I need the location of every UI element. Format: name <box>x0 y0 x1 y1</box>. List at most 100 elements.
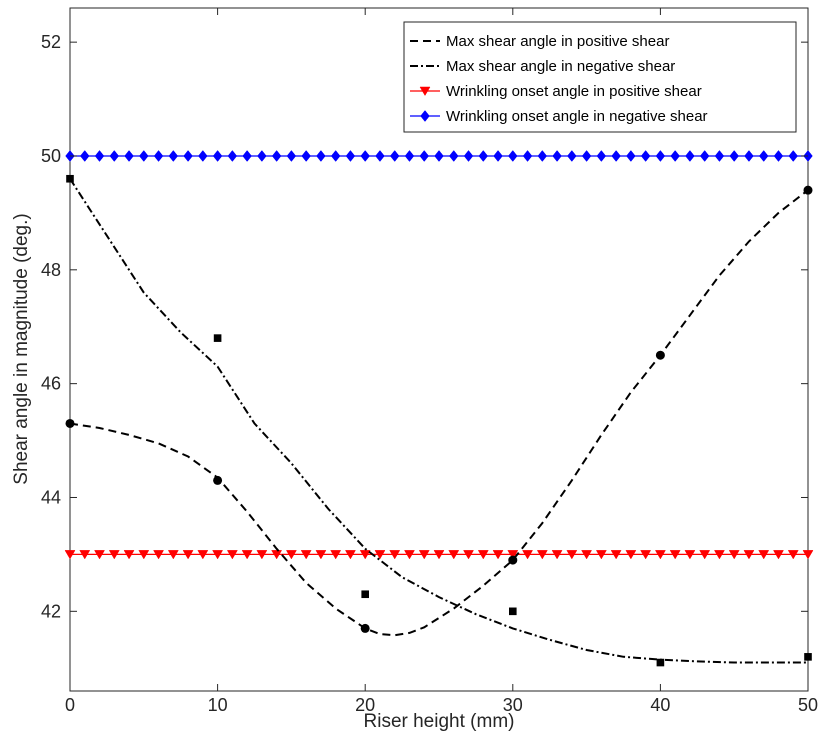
diamond-marker <box>301 150 311 162</box>
triangle-marker <box>699 550 711 560</box>
legend-box <box>403 21 797 133</box>
triangle-marker <box>773 550 784 560</box>
y-axis-title: Shear angle in magnitude (deg.) <box>11 213 32 484</box>
diamond-marker <box>537 150 548 162</box>
diamond-marker <box>139 150 149 162</box>
legend: Max shear angle in positive shear Max she… <box>403 21 797 133</box>
square-data-point <box>66 174 74 183</box>
diamond-marker <box>212 150 223 162</box>
diamond-marker <box>552 150 562 162</box>
triangle-marker <box>640 550 652 560</box>
diamond-marker <box>758 150 769 162</box>
diamond-marker <box>198 150 208 162</box>
diamond-marker <box>744 150 754 162</box>
triangle-marker <box>167 550 179 560</box>
triangle-marker <box>418 550 430 560</box>
triangle-marker <box>758 550 770 560</box>
diamond-marker <box>257 150 267 162</box>
diamond-marker <box>153 150 164 162</box>
circle-data-point <box>655 350 665 360</box>
diamond-marker <box>316 150 326 162</box>
square-data-point <box>656 658 665 667</box>
data-points-layer <box>65 174 813 667</box>
diamond-marker <box>286 150 297 162</box>
triangle-marker <box>448 550 460 560</box>
diamond-marker <box>183 150 193 162</box>
y-tick-label: 46 <box>41 374 61 394</box>
y-tick-label: 44 <box>41 487 61 507</box>
x-tick-label: 0 <box>65 695 75 715</box>
triangle-marker <box>654 550 666 560</box>
diamond-marker <box>596 150 607 162</box>
triangle-marker <box>404 550 415 560</box>
legend-label: Max shear angle in positive shear <box>446 33 669 50</box>
triangle-marker <box>625 550 637 560</box>
triangle-marker <box>374 550 386 560</box>
diamond-marker <box>670 150 680 162</box>
diamond-marker <box>271 150 282 162</box>
diamond-marker <box>685 150 695 162</box>
x-tick-label: 30 <box>503 695 523 715</box>
diamond-marker <box>109 150 120 162</box>
triangle-marker <box>566 550 578 560</box>
diamond-marker <box>508 150 518 162</box>
triangle-marker <box>256 550 268 560</box>
diamond-marker <box>449 150 459 162</box>
circle-data-point <box>508 555 518 565</box>
legend-label: Wrinkling onset angle in positive shear <box>446 83 702 100</box>
triangle-marker <box>492 550 504 560</box>
triangle-marker <box>714 550 725 560</box>
diamond-marker <box>124 150 134 162</box>
triangle-marker <box>463 550 474 560</box>
square-data-point <box>361 590 369 599</box>
circle-data-point <box>360 623 370 633</box>
diamond-marker <box>640 150 651 162</box>
triangle-marker <box>94 550 105 560</box>
triangle-marker <box>108 550 120 560</box>
reference-lines-layer <box>64 150 814 560</box>
triangle-marker <box>182 550 194 560</box>
triangle-marker <box>315 550 327 560</box>
circle-data-point <box>803 185 813 195</box>
diamond-marker <box>80 150 90 162</box>
fit-curve-dashdot <box>69 178 808 664</box>
diamond-marker <box>375 150 385 162</box>
triangle-marker <box>330 550 342 560</box>
legend-triangle-marker <box>419 86 431 96</box>
y-axis-ticks: 42 44 46 48 50 52 <box>41 32 808 621</box>
diamond-marker <box>419 150 429 162</box>
triangle-marker <box>153 550 164 560</box>
triangle-marker <box>787 550 799 560</box>
diamond-marker <box>611 150 621 162</box>
triangle-marker <box>507 550 519 560</box>
diamond-marker <box>463 150 474 162</box>
triangle-marker <box>271 550 283 560</box>
legend-label: Wrinkling onset angle in negative shear <box>446 108 708 125</box>
diamond-marker <box>478 150 489 162</box>
y-tick-label: 50 <box>41 146 61 166</box>
square-data-point <box>804 653 812 661</box>
legend-label: Max shear angle in negative shear <box>446 58 675 75</box>
triangle-marker <box>610 550 622 560</box>
diamond-marker <box>581 150 592 162</box>
triangle-marker <box>595 550 607 560</box>
y-tick-label: 52 <box>41 32 61 52</box>
diamond-marker <box>168 150 179 162</box>
diamond-marker <box>567 150 577 162</box>
triangle-marker <box>551 550 563 560</box>
triangle-marker <box>684 550 696 560</box>
triangle-marker <box>669 550 681 560</box>
fit-curve-dashed <box>69 189 809 637</box>
triangle-marker <box>123 550 135 560</box>
x-tick-label: 20 <box>355 695 375 715</box>
diamond-marker <box>699 150 710 162</box>
triangle-marker <box>226 550 238 560</box>
triangle-marker <box>433 550 445 560</box>
y-tick-label: 48 <box>41 260 61 280</box>
triangle-marker <box>802 550 814 560</box>
square-data-point <box>509 607 517 616</box>
diamond-marker <box>626 150 636 162</box>
diamond-marker <box>94 150 105 162</box>
diamond-marker <box>389 150 400 162</box>
